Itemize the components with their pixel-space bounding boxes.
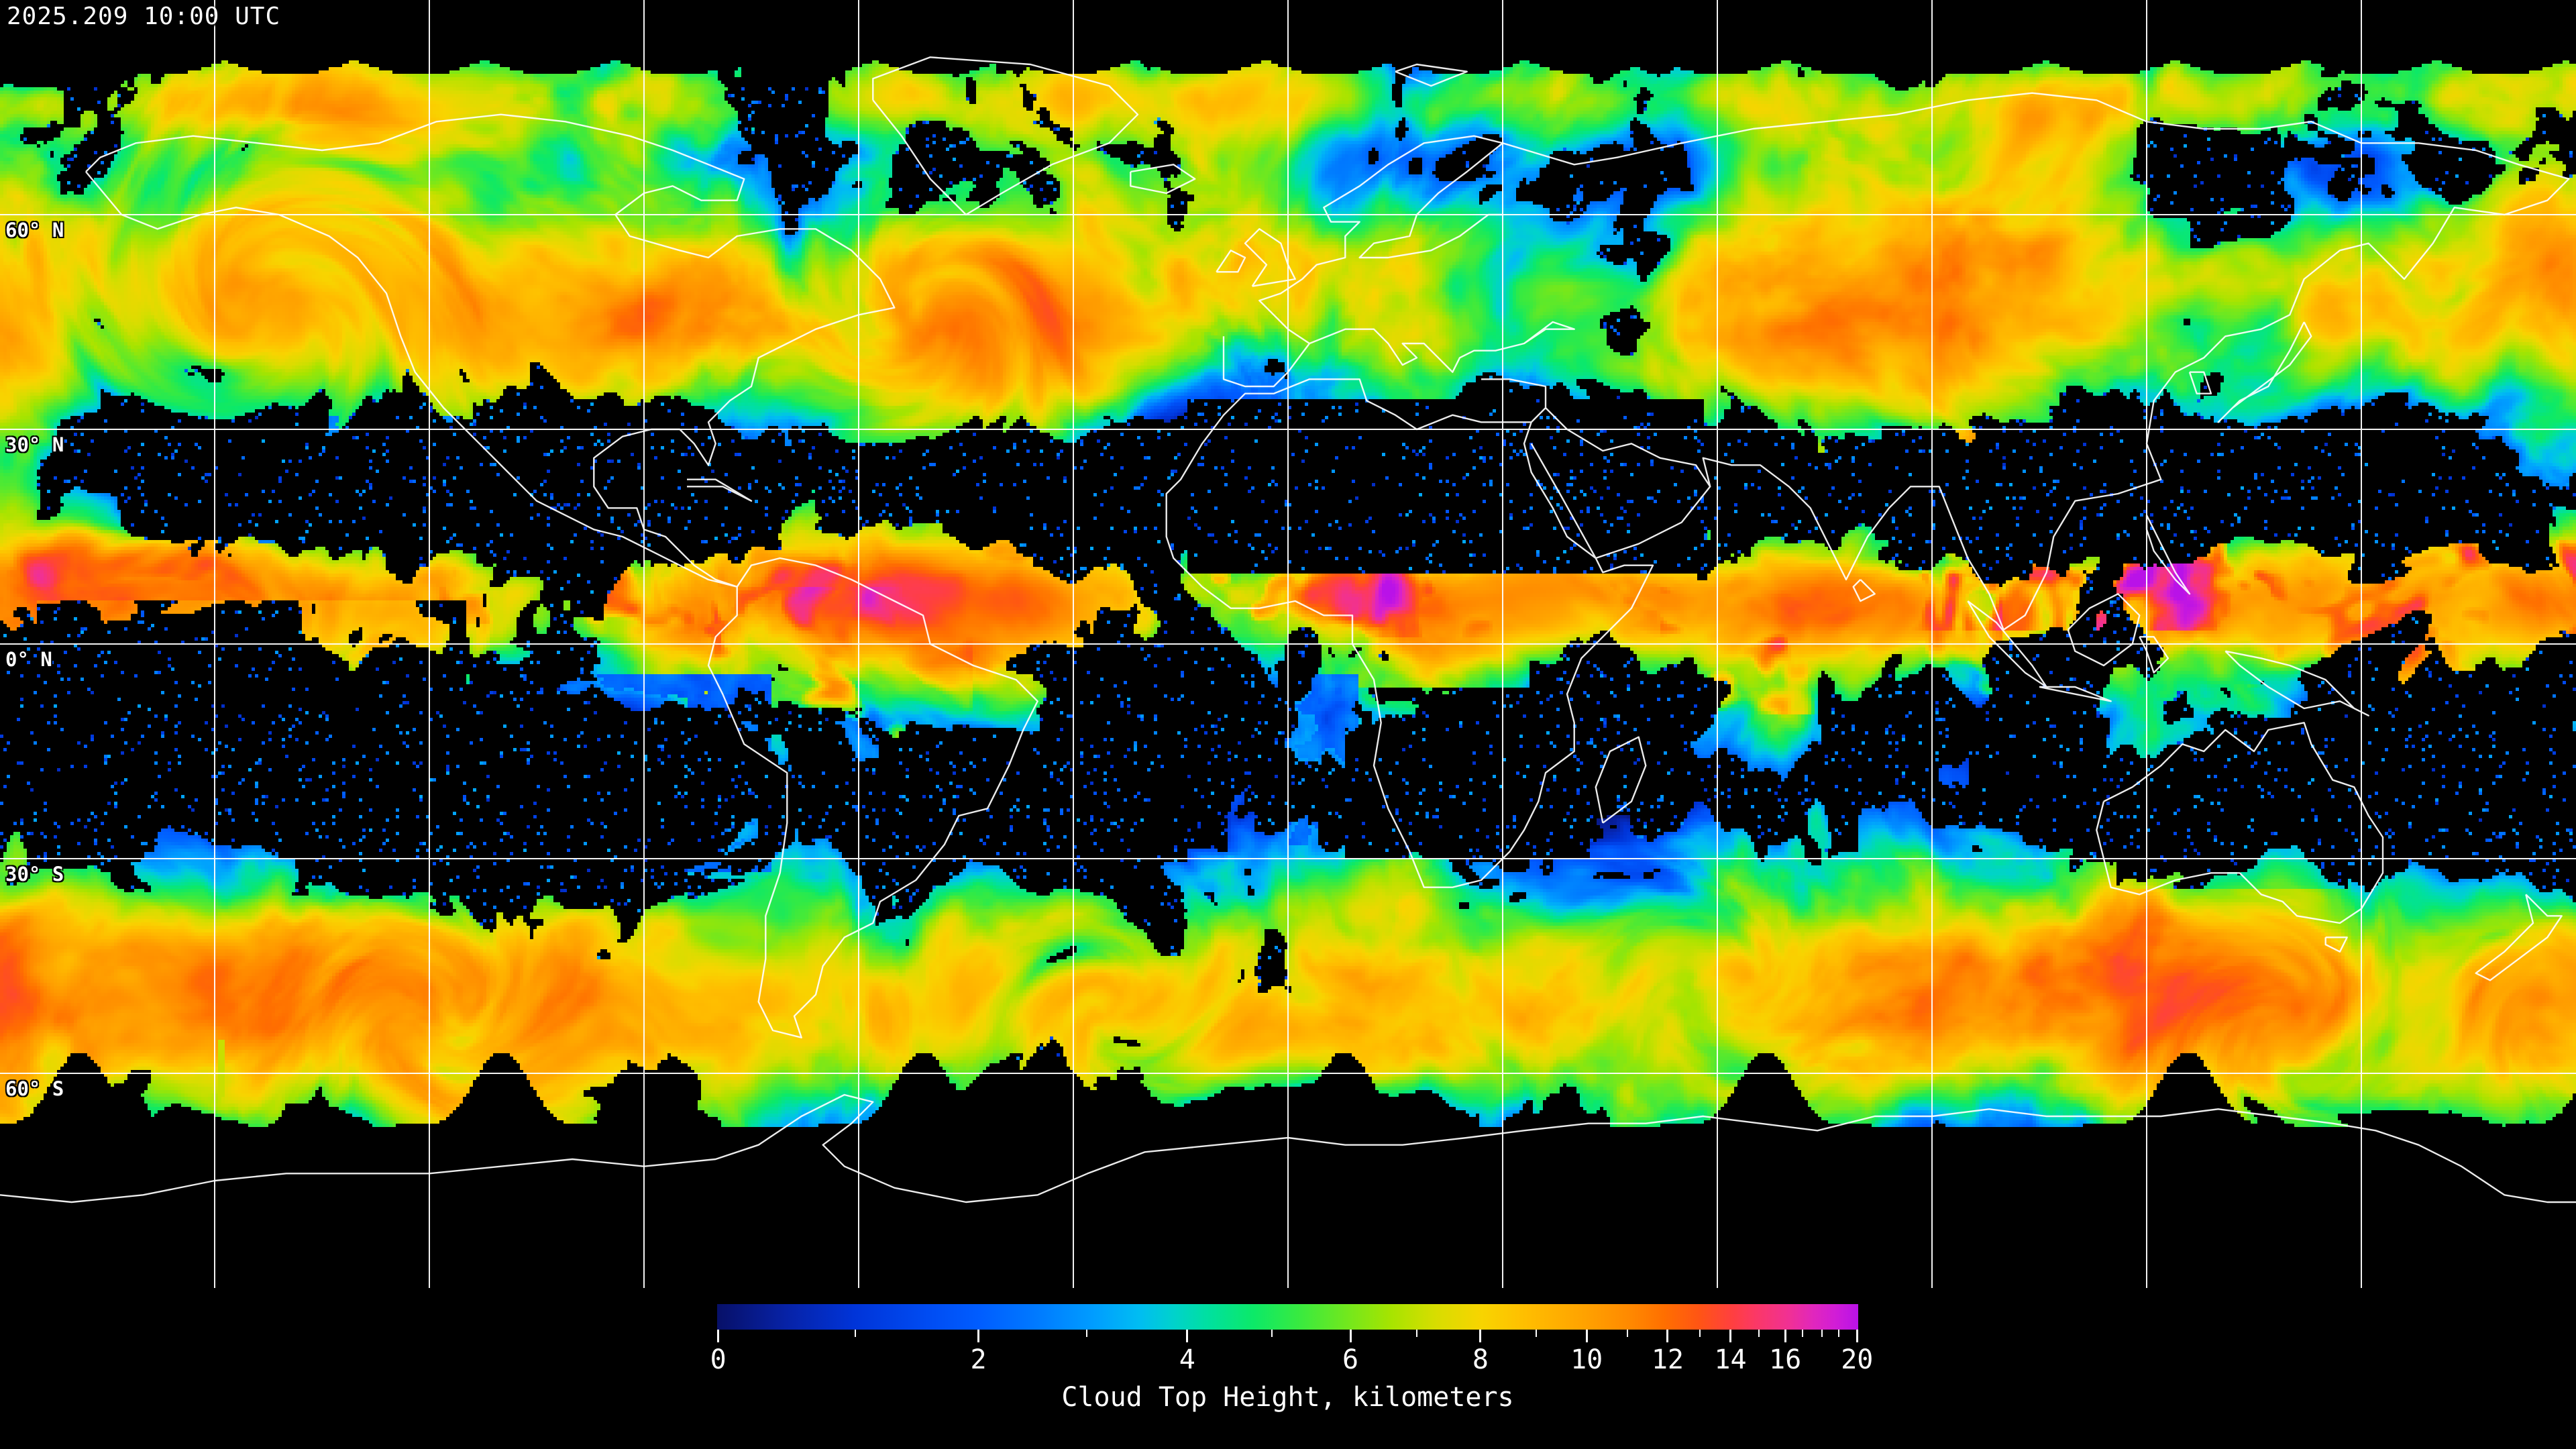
colorbar-tick-label: 8 bbox=[1472, 1344, 1489, 1375]
colorbar-tick-label: 2 bbox=[970, 1344, 987, 1375]
colorbar-tick-minor bbox=[1838, 1330, 1840, 1337]
colorbar-tick-minor bbox=[854, 1330, 856, 1337]
colorbar-tick-minor bbox=[1801, 1330, 1803, 1337]
colorbar-tick-label: 12 bbox=[1651, 1344, 1684, 1375]
latitude-label: 30° N bbox=[5, 433, 64, 456]
colorbar-tick-major bbox=[977, 1330, 980, 1342]
colorbar-tick-minor bbox=[1536, 1330, 1538, 1337]
timestamp-label: 2025.209 10:00 UTC bbox=[7, 3, 281, 30]
colorbar-tick-major bbox=[717, 1330, 720, 1342]
colorbar-tick-major bbox=[1585, 1330, 1588, 1342]
colorbar-tick-minor bbox=[1271, 1330, 1273, 1337]
colorbar-tick-label: 14 bbox=[1714, 1344, 1747, 1375]
colorbar-tick-major bbox=[1856, 1330, 1858, 1342]
colorbar-tick-minor bbox=[1699, 1330, 1701, 1337]
colorbar-tick-label: 10 bbox=[1570, 1344, 1603, 1375]
colorbar-tick-minor bbox=[1627, 1330, 1629, 1337]
colorbar-tick-major bbox=[1666, 1330, 1669, 1342]
latitude-label: 0° N bbox=[5, 648, 52, 671]
latitude-label: 60° N bbox=[5, 219, 64, 241]
colorbar-tick-minor bbox=[1758, 1330, 1760, 1337]
latitude-label: 60° S bbox=[5, 1077, 64, 1100]
colorbar-tick-minor bbox=[1086, 1330, 1088, 1337]
colorbar-tick-major bbox=[1186, 1330, 1189, 1342]
colorbar-title: Cloud Top Height, kilometers bbox=[1061, 1382, 1514, 1413]
colorbar-tick-minor bbox=[1821, 1330, 1823, 1337]
colorbar-tick-label: 4 bbox=[1179, 1344, 1195, 1375]
colorbar-tick-label: 0 bbox=[710, 1344, 727, 1375]
colorbar-tick-major bbox=[1479, 1330, 1482, 1342]
colorbar-tick-major bbox=[1729, 1330, 1731, 1342]
colorbar-tick-label: 16 bbox=[1769, 1344, 1802, 1375]
colorbar-tick-label: 20 bbox=[1841, 1344, 1874, 1375]
colorbar-gradient bbox=[717, 1304, 1858, 1330]
colorbar-tick-major bbox=[1349, 1330, 1352, 1342]
colorbar-tick-major bbox=[1784, 1330, 1786, 1342]
cloud-top-height-map bbox=[0, 0, 2576, 1288]
colorbar-tick-minor bbox=[1415, 1330, 1417, 1337]
colorbar-tick-label: 6 bbox=[1342, 1344, 1359, 1375]
latitude-label: 30° S bbox=[5, 863, 64, 885]
